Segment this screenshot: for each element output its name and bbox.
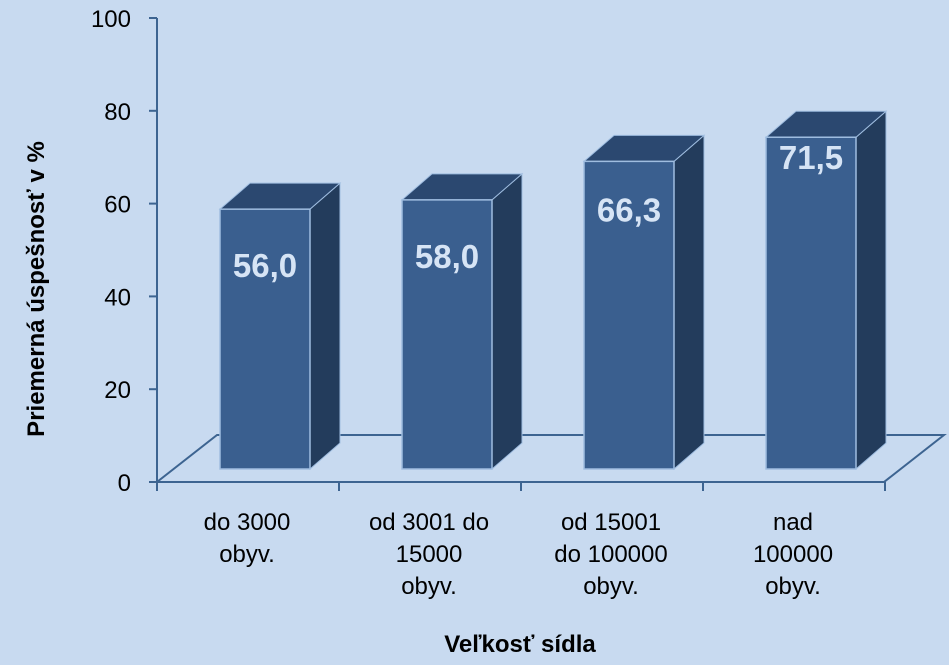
- x-category-label-line: obyv.: [219, 541, 275, 568]
- bar-side: [855, 110, 887, 471]
- x-category-label-line: do 100000: [554, 541, 667, 568]
- x-category-label-line: obyv.: [583, 573, 639, 600]
- y-tick-label: 100: [91, 6, 131, 33]
- x-axis-title: Veľkosť sídla: [444, 631, 596, 658]
- x-category-label: od 15001 do 100000 obyv.: [554, 509, 667, 600]
- bars: 56,0 58,0 66,3 71,5: [218, 110, 888, 471]
- y-tick-label: 80: [104, 99, 131, 126]
- x-category-label-line: obyv.: [401, 573, 457, 600]
- x-category-labels: do 3000 obyv.od 3001 do 15000 obyv.od 15001…: [204, 509, 833, 600]
- bar-front: [401, 199, 493, 470]
- bar-side: [673, 134, 705, 471]
- bar: 66,3: [582, 134, 706, 471]
- y-axis-title: Priemerná úspešnosť v %: [23, 141, 50, 437]
- y-tick-labels: 0 20 40 60 80 100: [91, 6, 131, 497]
- bar-front: [583, 160, 675, 470]
- x-category-label-line: od 3001 do: [369, 509, 489, 536]
- y-tick-label: 20: [104, 377, 131, 404]
- x-category-label-line: nad: [773, 509, 813, 536]
- axes: [149, 17, 886, 491]
- bar-side: [309, 182, 341, 471]
- bar-value-label: 71,5: [779, 139, 843, 176]
- x-category-label: do 3000 obyv.: [204, 509, 291, 568]
- bar-value-label: 56,0: [233, 247, 297, 284]
- x-category-label-line: obyv.: [765, 573, 821, 600]
- x-category-label-line: od 15001: [561, 509, 661, 536]
- x-category-label-line: 100000: [753, 541, 833, 568]
- bar: 58,0: [400, 172, 524, 471]
- bar-front: [219, 208, 311, 470]
- y-tick-label: 0: [118, 470, 131, 497]
- bar-value-label: 66,3: [597, 191, 661, 228]
- x-category-label: nad 100000 obyv.: [753, 509, 833, 600]
- bar: 71,5: [764, 110, 888, 471]
- bar: 56,0: [218, 182, 342, 471]
- y-tick-label: 40: [104, 284, 131, 311]
- y-tick-label: 60: [104, 192, 131, 219]
- x-category-label-line: do 3000: [204, 509, 291, 536]
- bar-front: [765, 136, 857, 470]
- x-category-label-line: 15000: [396, 541, 463, 568]
- x-category-label: od 3001 do 15000 obyv.: [369, 509, 489, 600]
- bar-value-label: 58,0: [415, 238, 479, 275]
- bar-side: [491, 172, 523, 471]
